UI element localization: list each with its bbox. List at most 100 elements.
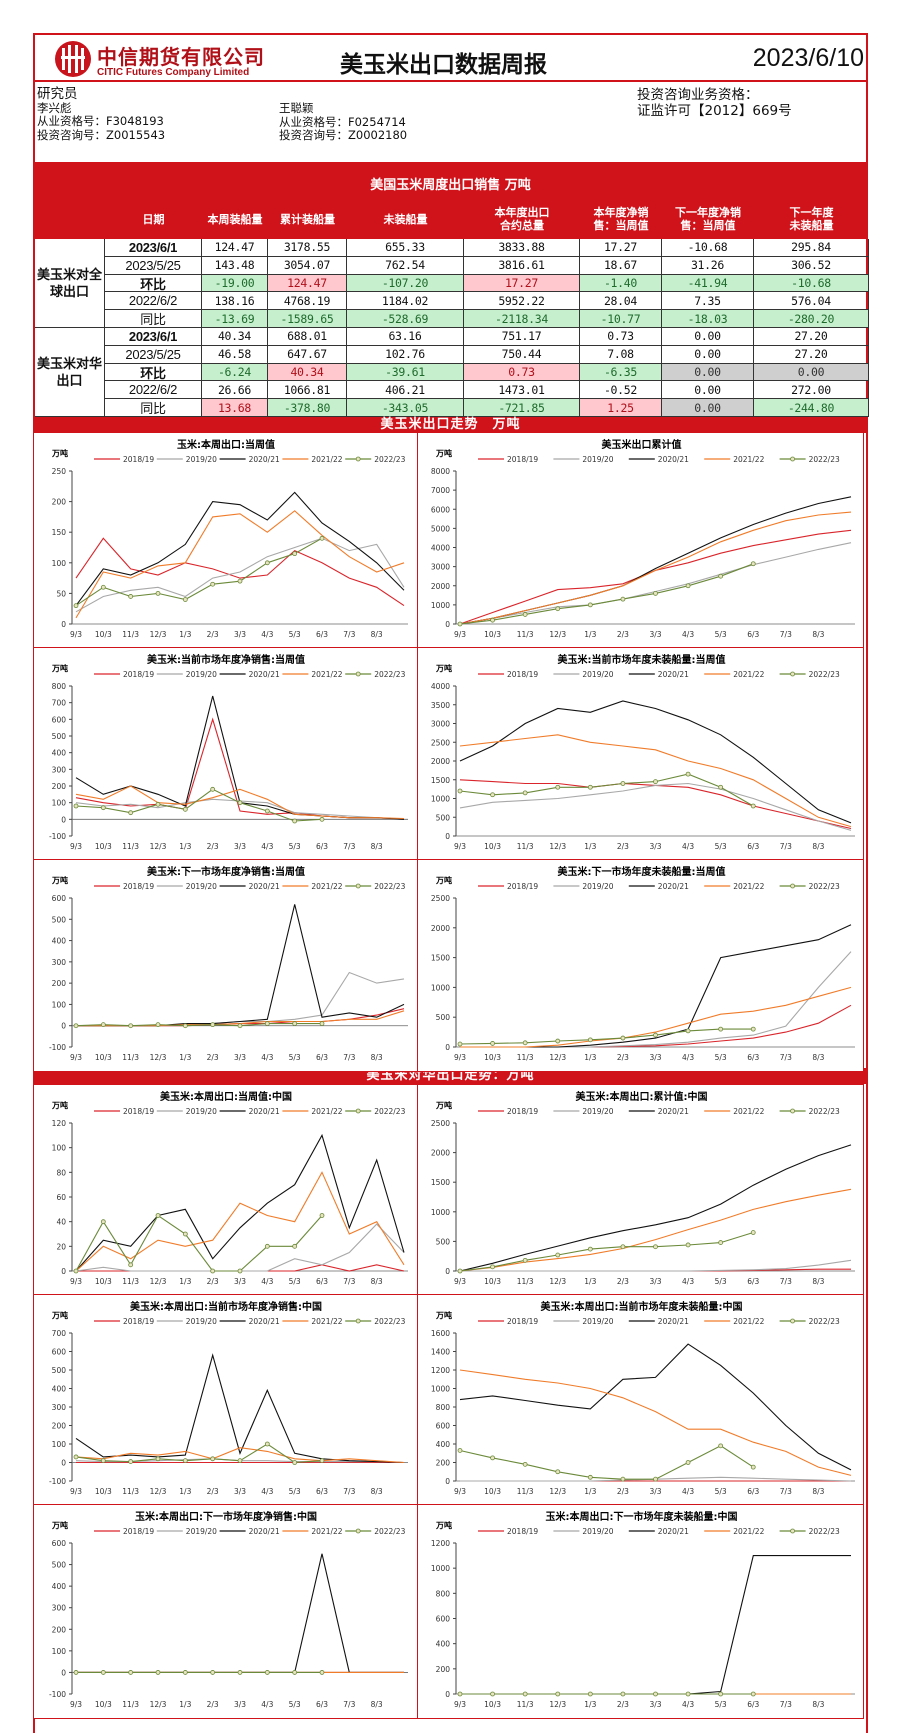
y-tick-label: 500: [436, 1013, 451, 1022]
series-line-2022-23: [75, 537, 323, 607]
x-tick-label: 2/3: [207, 630, 219, 639]
table-cell: 18.67: [580, 256, 662, 274]
table-cell: 0.73: [580, 328, 662, 345]
table-cell: 124.47: [268, 274, 347, 292]
data-point: [237, 1268, 243, 1274]
chart-title: 美玉米:本周出口:当周值:中国: [160, 1090, 292, 1103]
data-point: [237, 1670, 243, 1675]
chart-title: 美玉米出口累计值: [602, 438, 682, 451]
y-tick-label: 100: [52, 1000, 67, 1009]
x-tick-label: 5/3: [289, 1700, 301, 1709]
data-point: [750, 1026, 756, 1032]
x-tick-label: 5/3: [289, 630, 301, 639]
legend-marker: [790, 1318, 796, 1324]
x-tick-label: 1/3: [179, 1700, 191, 1709]
column-header: 累计装船量: [280, 212, 335, 226]
legend-label: 2020/21: [249, 455, 280, 464]
x-tick-label: 7/3: [780, 1487, 792, 1496]
data-point: [264, 1441, 270, 1447]
x-tick-label: 12/3: [150, 1277, 167, 1286]
legend-label: 2019/20: [186, 1317, 217, 1326]
column-header: 日期: [142, 212, 165, 226]
legend-marker: [355, 456, 361, 462]
table-cell: -0.52: [580, 381, 662, 399]
analyst2-license: 从业资格号：F0254714: [279, 114, 406, 129]
series-line-2020-21: [459, 1144, 852, 1272]
legend-marker: [790, 671, 796, 677]
legend-label: 2019/20: [582, 455, 613, 464]
table-cell: 0.00: [662, 399, 754, 416]
x-tick-label: 12/3: [549, 630, 566, 639]
x-tick-label: 5/3: [289, 842, 301, 851]
table-cell: 28.04: [580, 292, 662, 310]
y-tick-label: 400: [52, 937, 67, 946]
data-point: [237, 800, 243, 806]
row-label: 2023/5/25: [105, 256, 202, 274]
chart-panel: 美玉米:本周出口:当前市场年度净销售:中国 万吨 2018/19 2019/20 202…: [33, 1294, 419, 1506]
data-point: [750, 1691, 756, 1697]
data-point: [100, 805, 106, 811]
data-point: [685, 771, 691, 777]
x-tick-label: 9/3: [70, 842, 82, 851]
y-tick-label: 2500: [431, 894, 450, 903]
x-tick-label: 5/3: [715, 1277, 727, 1286]
series-line-2020-21: [459, 496, 852, 625]
legend-label: 2022/23: [374, 670, 405, 679]
data-point: [490, 1041, 495, 1046]
table-cell: 40.34: [202, 328, 268, 345]
table-header: 美国玉米周度出口销售 万吨 日期 本周装船量 累计装船量 未装船量 本年度出口 合约总量 本…: [35, 162, 866, 239]
x-tick-label: 2/3: [207, 1700, 219, 1709]
x-tick-label: 2/3: [617, 1277, 629, 1286]
data-point: [555, 1691, 561, 1697]
researcher-label: 研究员: [37, 86, 78, 102]
x-tick-label: 3/3: [649, 1277, 661, 1286]
data-point: [292, 1243, 298, 1249]
y-tick-label: 100: [52, 799, 67, 808]
y-tick-label: 500: [52, 915, 67, 924]
analyst1-name: 李兴彪: [37, 100, 72, 115]
y-unit-label: 万吨: [51, 448, 68, 458]
data-point: [210, 1456, 216, 1462]
y-tick-label: 800: [436, 1403, 451, 1412]
table-cell: 751.17: [464, 328, 580, 345]
y-tick-label: 1000: [431, 601, 450, 610]
table-cell: 0.00: [662, 381, 754, 399]
series-line-2018-19: [459, 779, 852, 830]
x-tick-label: 3/3: [649, 1487, 661, 1496]
data-point: [718, 1240, 724, 1245]
analyst-info: 研究员 李兴彪 从业资格号：F3048193 投资咨询号：Z0015543 王聪…: [35, 84, 866, 162]
y-tick-label: 400: [52, 749, 67, 758]
data-point: [685, 1242, 691, 1248]
legend-label: 2018/19: [507, 1317, 538, 1326]
y-unit-label: 万吨: [435, 875, 452, 885]
table-cell: 13.68: [202, 399, 268, 416]
x-tick-label: 7/3: [780, 1053, 792, 1062]
x-tick-label: 4/3: [682, 842, 694, 851]
x-tick-label: 10/3: [484, 1053, 501, 1062]
table-cell: -721.85: [464, 399, 580, 416]
data-point: [522, 1040, 528, 1046]
chart-panel: 美玉米:本周出口:当周值:中国 万吨 2018/19 2019/20 2020/21 20…: [33, 1084, 419, 1296]
y-tick-label: 0: [61, 620, 66, 629]
data-point: [237, 1023, 243, 1029]
x-tick-label: 8/3: [371, 1700, 383, 1709]
x-tick-label: 1/3: [179, 630, 191, 639]
y-tick-label: 2000: [431, 757, 450, 766]
analyst2-name: 王聪颖: [279, 101, 314, 115]
series-line-2019-20: [76, 971, 405, 1027]
data-point: [210, 1268, 216, 1274]
company-name-en: CITIC Futures Company Limited: [97, 67, 250, 78]
y-unit-label: 万吨: [51, 663, 68, 673]
x-tick-label: 3/3: [234, 1487, 246, 1496]
series-line-2018-19: [460, 1004, 852, 1048]
legend-label: 2022/23: [374, 1527, 405, 1536]
legend-label: 2018/19: [123, 670, 154, 679]
table-cell: 7.35: [662, 292, 754, 310]
x-tick-label: 3/3: [234, 1053, 246, 1062]
series-line-2020-21: [75, 1133, 405, 1272]
y-tick-label: 400: [436, 1640, 451, 1649]
legend-label: 2022/23: [374, 455, 405, 464]
data-point: [718, 784, 724, 790]
table-cell: 3054.07: [268, 256, 347, 274]
